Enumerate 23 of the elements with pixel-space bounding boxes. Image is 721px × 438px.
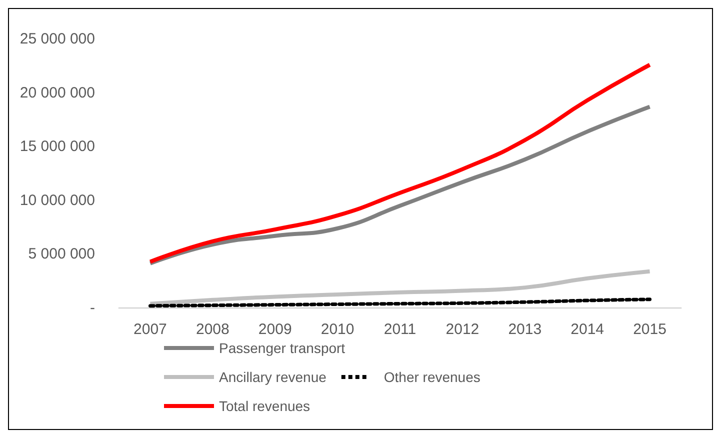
- y-tick-label: -: [90, 300, 95, 316]
- line-series: [148, 104, 652, 266]
- x-tick-label: 2011: [384, 321, 416, 338]
- x-tick-label: 2009: [258, 321, 292, 338]
- y-tick-label: 10 000 000: [20, 192, 95, 209]
- line-series: [148, 62, 652, 264]
- x-tick-label: 2014: [570, 321, 604, 338]
- y-tick-label: 20 000 000: [20, 84, 95, 102]
- y-tick-label: 5 000 000: [28, 246, 95, 263]
- x-tick-label: 2007: [134, 321, 167, 338]
- y-tick-label: 25 000 000: [20, 30, 95, 48]
- y-tick-label: 15 000 000: [20, 138, 95, 156]
- x-tick-label: 2012: [446, 321, 480, 338]
- x-tick-label: 2015: [633, 321, 666, 338]
- x-tick-label: 2008: [196, 321, 230, 338]
- legend-label: Passenger transport: [219, 340, 346, 356]
- legend-label: Total revenues: [219, 398, 310, 414]
- line-series: [148, 269, 652, 306]
- x-tick-label: 2010: [320, 321, 354, 338]
- legend-label: Ancillary revenue: [219, 369, 327, 385]
- x-tick-label: 2013: [508, 321, 542, 338]
- line-series: [148, 298, 652, 308]
- legend-label: Other revenues: [384, 369, 480, 385]
